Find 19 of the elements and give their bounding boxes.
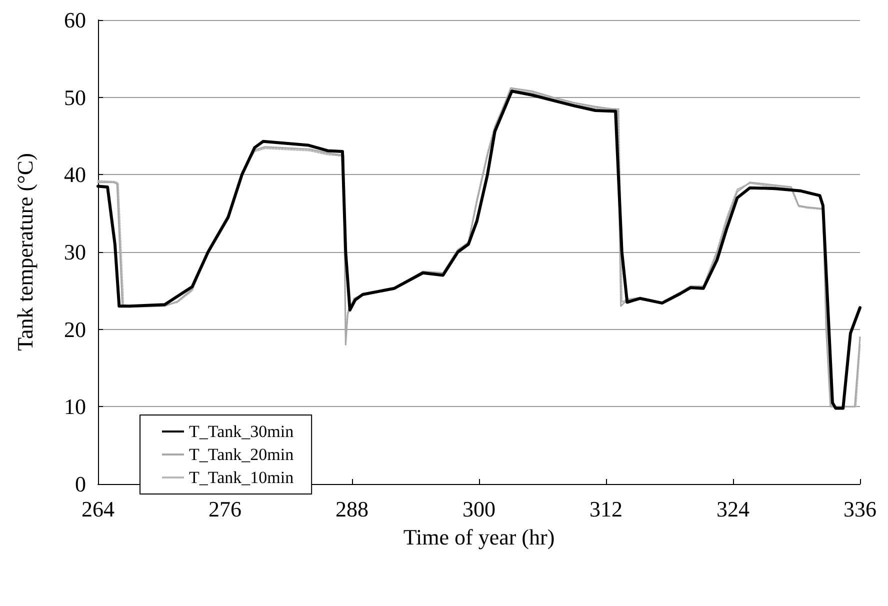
- y-axis-title: Tank temperature (°C): [12, 153, 38, 351]
- y-tick-label: 0: [75, 472, 86, 496]
- y-tick-label: 50: [64, 84, 86, 110]
- x-tick-label: 264: [82, 496, 114, 522]
- x-tick-label: 276: [208, 496, 242, 522]
- x-tick-label: 312: [590, 496, 622, 522]
- legend-label: T_Tank_20min: [189, 445, 294, 464]
- y-tick-label: 10: [64, 394, 86, 420]
- x-tick-label: 300: [462, 496, 496, 522]
- x-axis-title: Time of year (hr): [403, 524, 555, 550]
- legend-label: T_Tank_30min: [189, 422, 294, 441]
- y-tick-label: 30: [64, 240, 86, 264]
- y-tick-label: 20: [64, 316, 86, 342]
- y-tick-label: 40: [64, 162, 86, 188]
- x-tick-label: 336: [844, 496, 876, 522]
- x-tick-label: 324: [716, 496, 750, 522]
- legend-label: T_Tank_10min: [189, 468, 294, 487]
- y-tick-label: 60: [64, 8, 86, 32]
- x-tick-label: 288: [336, 496, 368, 522]
